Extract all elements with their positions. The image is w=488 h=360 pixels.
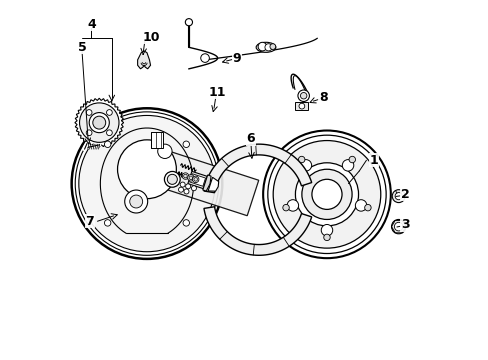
Circle shape xyxy=(93,116,105,129)
Circle shape xyxy=(273,140,380,248)
Circle shape xyxy=(79,116,215,252)
Circle shape xyxy=(258,42,266,51)
Circle shape xyxy=(263,131,390,258)
Text: 8: 8 xyxy=(319,91,327,104)
Polygon shape xyxy=(187,171,207,189)
Text: 9: 9 xyxy=(232,51,241,64)
Circle shape xyxy=(86,109,92,115)
Circle shape xyxy=(104,141,111,148)
Circle shape xyxy=(80,103,119,142)
Circle shape xyxy=(301,169,351,220)
Circle shape xyxy=(323,234,329,240)
Circle shape xyxy=(282,204,289,211)
Circle shape xyxy=(300,93,306,99)
Circle shape xyxy=(394,222,402,231)
Text: 7: 7 xyxy=(85,215,94,228)
Circle shape xyxy=(342,159,353,171)
Bar xyxy=(295,102,308,110)
Circle shape xyxy=(183,220,189,226)
Circle shape xyxy=(89,113,109,133)
Circle shape xyxy=(298,156,305,163)
Circle shape xyxy=(391,190,405,203)
Circle shape xyxy=(104,220,111,226)
Circle shape xyxy=(117,140,176,199)
Circle shape xyxy=(298,103,304,109)
Circle shape xyxy=(297,90,309,102)
Circle shape xyxy=(185,184,190,189)
Circle shape xyxy=(158,144,172,158)
Circle shape xyxy=(180,182,185,187)
Circle shape xyxy=(192,176,199,183)
Circle shape xyxy=(185,19,192,26)
Circle shape xyxy=(86,130,92,136)
Circle shape xyxy=(286,200,298,211)
Polygon shape xyxy=(137,51,150,69)
Circle shape xyxy=(124,190,147,213)
Circle shape xyxy=(311,179,341,210)
Text: 5: 5 xyxy=(78,41,86,54)
Text: 3: 3 xyxy=(400,218,408,231)
Polygon shape xyxy=(189,174,205,186)
Polygon shape xyxy=(203,175,211,191)
Ellipse shape xyxy=(256,42,275,52)
Circle shape xyxy=(182,173,188,179)
Text: 11: 11 xyxy=(208,86,226,99)
Polygon shape xyxy=(203,144,311,193)
Text: 10: 10 xyxy=(142,31,160,44)
Polygon shape xyxy=(75,98,123,147)
Circle shape xyxy=(183,189,188,194)
Circle shape xyxy=(264,44,271,51)
Circle shape xyxy=(201,54,209,62)
Text: 4: 4 xyxy=(87,18,96,31)
Circle shape xyxy=(187,175,194,181)
Circle shape xyxy=(295,163,358,226)
Circle shape xyxy=(391,220,405,234)
Circle shape xyxy=(267,135,386,253)
Polygon shape xyxy=(158,152,258,216)
Circle shape xyxy=(364,204,370,211)
Circle shape xyxy=(178,187,183,192)
Text: 6: 6 xyxy=(246,132,255,145)
Circle shape xyxy=(189,176,192,180)
Circle shape xyxy=(193,177,197,181)
Text: 1: 1 xyxy=(368,154,377,167)
Circle shape xyxy=(183,141,189,148)
Circle shape xyxy=(348,156,355,163)
Circle shape xyxy=(355,200,366,211)
Circle shape xyxy=(167,174,177,184)
Circle shape xyxy=(129,195,142,208)
Circle shape xyxy=(72,108,222,259)
Text: 2: 2 xyxy=(400,188,408,201)
Polygon shape xyxy=(208,177,218,191)
Circle shape xyxy=(164,171,180,187)
Circle shape xyxy=(183,174,187,178)
Circle shape xyxy=(75,112,218,255)
Circle shape xyxy=(300,159,311,171)
Polygon shape xyxy=(203,207,311,255)
Circle shape xyxy=(394,193,402,200)
Circle shape xyxy=(106,109,112,115)
Bar xyxy=(150,132,163,148)
Circle shape xyxy=(191,186,196,191)
Circle shape xyxy=(321,225,332,236)
Circle shape xyxy=(269,44,275,49)
Circle shape xyxy=(106,130,112,136)
